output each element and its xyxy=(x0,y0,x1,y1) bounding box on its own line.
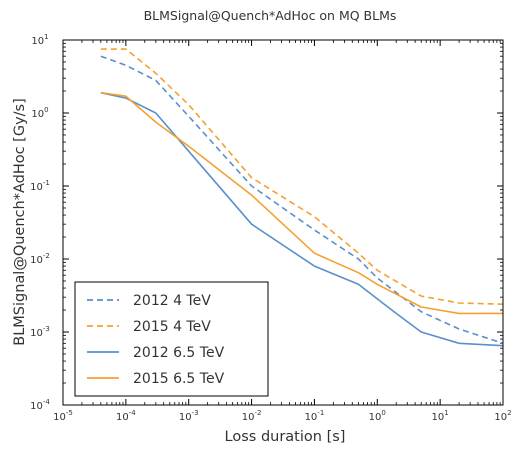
legend-box xyxy=(74,281,269,397)
series-group xyxy=(100,48,504,347)
x-tick-label: 10-4 xyxy=(116,409,136,423)
series-line-3 xyxy=(100,91,504,347)
series-line-2 xyxy=(100,48,504,305)
x-tick-label: 10-3 xyxy=(179,409,199,423)
x-tick-label: 100 xyxy=(369,409,386,423)
x-tick-label: 101 xyxy=(432,409,449,423)
y-axis-label: BLMSignal@Quench*AdHoc [Gy/s] xyxy=(12,98,28,346)
x-tick-label: 10-1 xyxy=(305,409,325,423)
legend-label-2: 2015 4 TeV xyxy=(133,319,211,335)
tick-labels: 10-5 10-4 10-3 10-2 10-1 100 101 10210-410-310-… xyxy=(30,33,511,423)
y-tick-label: 10-4 xyxy=(30,398,50,412)
y-tick-label: 100 xyxy=(31,106,48,120)
x-tick-label: 10-5 xyxy=(53,409,73,423)
plot-area: 10-5 10-4 10-3 10-2 10-1 100 101 10210-410-310-… xyxy=(30,33,511,423)
plot-frame xyxy=(62,39,504,406)
y-tick-label: 10-1 xyxy=(30,179,50,193)
legend-label-4: 2015 6.5 TeV xyxy=(133,371,225,387)
legend: 2012 4 TeV 2015 4 TeV 2012 6.5 TeV 2015 6.5… xyxy=(74,281,269,397)
series-line-4 xyxy=(100,91,503,315)
y-tick-label: 10-2 xyxy=(30,252,50,266)
x-axis-label: Loss duration [s] xyxy=(225,429,346,445)
legend-label-3: 2012 6.5 TeV xyxy=(133,345,225,361)
x-tick-label: 10-2 xyxy=(242,409,262,423)
legend-label-1: 2012 4 TeV xyxy=(133,293,211,309)
y-tick-label: 10-3 xyxy=(30,325,50,339)
chart-title: BLMSignal@Quench*AdHoc on MQ BLMs xyxy=(144,8,397,23)
y-tick-label: 101 xyxy=(31,33,48,47)
x-tick-label: 102 xyxy=(494,409,511,423)
